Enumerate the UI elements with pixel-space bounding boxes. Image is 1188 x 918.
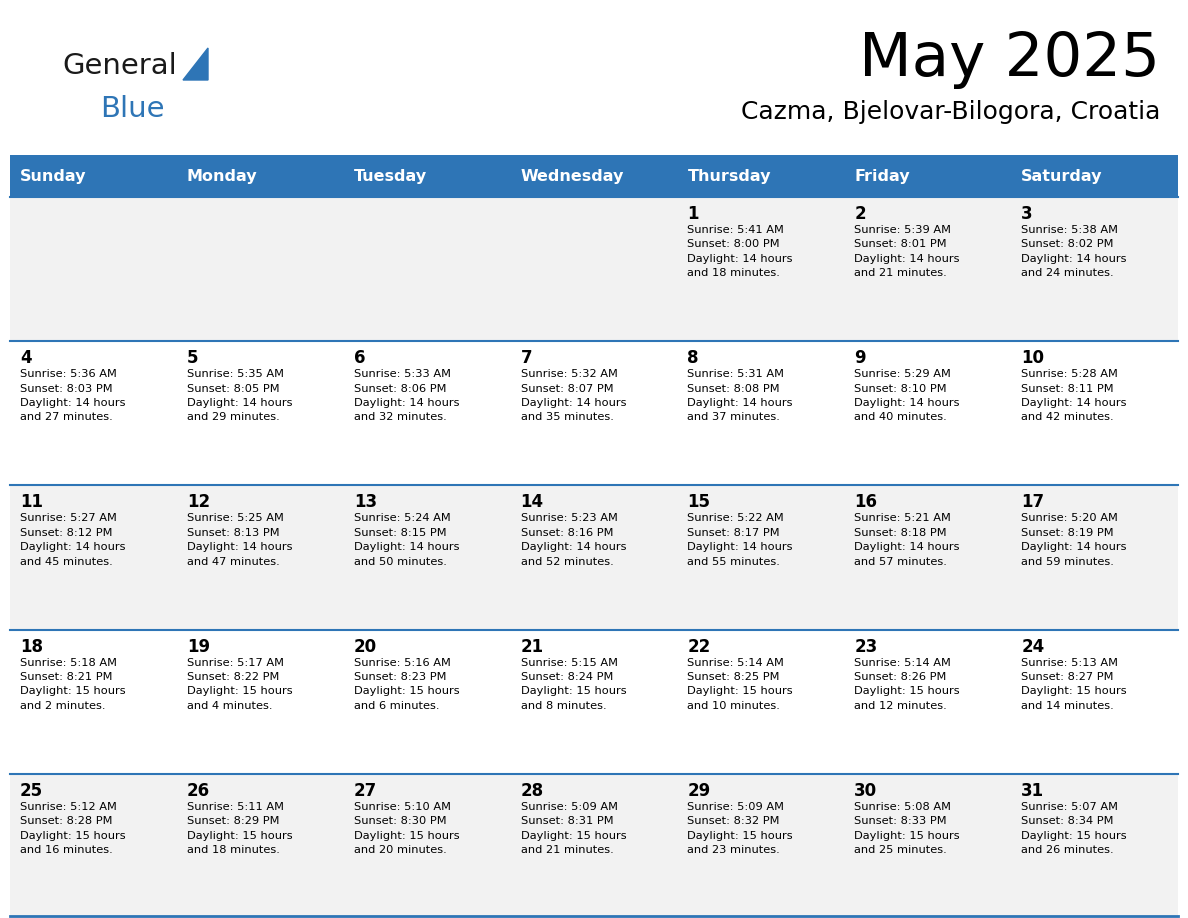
Text: Sunrise: 5:33 AM
Sunset: 8:06 PM
Daylight: 14 hours
and 32 minutes.: Sunrise: 5:33 AM Sunset: 8:06 PM Dayligh…: [354, 369, 460, 422]
Bar: [10, 341, 1178, 486]
Text: Sunrise: 5:07 AM
Sunset: 8:34 PM
Daylight: 15 hours
and 26 minutes.: Sunrise: 5:07 AM Sunset: 8:34 PM Dayligh…: [1022, 801, 1126, 855]
Text: Sunday: Sunday: [20, 169, 87, 184]
Text: Blue: Blue: [100, 95, 164, 123]
Text: Sunrise: 5:35 AM
Sunset: 8:05 PM
Daylight: 14 hours
and 29 minutes.: Sunrise: 5:35 AM Sunset: 8:05 PM Dayligh…: [187, 369, 292, 422]
Text: 31: 31: [1022, 782, 1044, 800]
Text: Thursday: Thursday: [688, 169, 771, 184]
Text: 20: 20: [354, 638, 377, 655]
Text: 21: 21: [520, 638, 544, 655]
Bar: [10, 630, 1178, 774]
Text: Sunrise: 5:27 AM
Sunset: 8:12 PM
Daylight: 14 hours
and 45 minutes.: Sunrise: 5:27 AM Sunset: 8:12 PM Dayligh…: [20, 513, 126, 566]
Text: Friday: Friday: [854, 169, 910, 184]
Text: Sunrise: 5:31 AM
Sunset: 8:08 PM
Daylight: 14 hours
and 37 minutes.: Sunrise: 5:31 AM Sunset: 8:08 PM Dayligh…: [688, 369, 792, 422]
Text: Saturday: Saturday: [1022, 169, 1102, 184]
Text: 26: 26: [187, 782, 210, 800]
Text: Sunrise: 5:11 AM
Sunset: 8:29 PM
Daylight: 15 hours
and 18 minutes.: Sunrise: 5:11 AM Sunset: 8:29 PM Dayligh…: [187, 801, 292, 855]
Text: Sunrise: 5:22 AM
Sunset: 8:17 PM
Daylight: 14 hours
and 55 minutes.: Sunrise: 5:22 AM Sunset: 8:17 PM Dayligh…: [688, 513, 792, 566]
Text: Sunrise: 5:25 AM
Sunset: 8:13 PM
Daylight: 14 hours
and 47 minutes.: Sunrise: 5:25 AM Sunset: 8:13 PM Dayligh…: [187, 513, 292, 566]
Text: 19: 19: [187, 638, 210, 655]
Bar: [10, 774, 1178, 918]
Text: Sunrise: 5:41 AM
Sunset: 8:00 PM
Daylight: 14 hours
and 18 minutes.: Sunrise: 5:41 AM Sunset: 8:00 PM Dayligh…: [688, 225, 792, 278]
Text: 8: 8: [688, 349, 699, 367]
Text: 14: 14: [520, 493, 544, 511]
Text: Wednesday: Wednesday: [520, 169, 624, 184]
Text: 3: 3: [1022, 205, 1032, 223]
Text: 10: 10: [1022, 349, 1044, 367]
Text: Tuesday: Tuesday: [354, 169, 426, 184]
Text: 17: 17: [1022, 493, 1044, 511]
Text: Sunrise: 5:21 AM
Sunset: 8:18 PM
Daylight: 14 hours
and 57 minutes.: Sunrise: 5:21 AM Sunset: 8:18 PM Dayligh…: [854, 513, 960, 566]
Text: Sunrise: 5:24 AM
Sunset: 8:15 PM
Daylight: 14 hours
and 50 minutes.: Sunrise: 5:24 AM Sunset: 8:15 PM Dayligh…: [354, 513, 460, 566]
Text: 2: 2: [854, 205, 866, 223]
Text: Sunrise: 5:10 AM
Sunset: 8:30 PM
Daylight: 15 hours
and 20 minutes.: Sunrise: 5:10 AM Sunset: 8:30 PM Dayligh…: [354, 801, 460, 855]
Text: 15: 15: [688, 493, 710, 511]
Text: Sunrise: 5:23 AM
Sunset: 8:16 PM
Daylight: 14 hours
and 52 minutes.: Sunrise: 5:23 AM Sunset: 8:16 PM Dayligh…: [520, 513, 626, 566]
Bar: [10, 197, 1178, 341]
Bar: [10, 155, 1178, 197]
Text: 11: 11: [20, 493, 43, 511]
Text: 22: 22: [688, 638, 710, 655]
Text: 12: 12: [187, 493, 210, 511]
Text: 25: 25: [20, 782, 43, 800]
Text: Monday: Monday: [187, 169, 258, 184]
Text: Sunrise: 5:38 AM
Sunset: 8:02 PM
Daylight: 14 hours
and 24 minutes.: Sunrise: 5:38 AM Sunset: 8:02 PM Dayligh…: [1022, 225, 1126, 278]
Text: Sunrise: 5:09 AM
Sunset: 8:32 PM
Daylight: 15 hours
and 23 minutes.: Sunrise: 5:09 AM Sunset: 8:32 PM Dayligh…: [688, 801, 794, 855]
Text: 23: 23: [854, 638, 878, 655]
Text: Sunrise: 5:36 AM
Sunset: 8:03 PM
Daylight: 14 hours
and 27 minutes.: Sunrise: 5:36 AM Sunset: 8:03 PM Dayligh…: [20, 369, 126, 422]
Text: Sunrise: 5:29 AM
Sunset: 8:10 PM
Daylight: 14 hours
and 40 minutes.: Sunrise: 5:29 AM Sunset: 8:10 PM Dayligh…: [854, 369, 960, 422]
Text: Cazma, Bjelovar-Bilogora, Croatia: Cazma, Bjelovar-Bilogora, Croatia: [740, 100, 1159, 124]
Text: 28: 28: [520, 782, 544, 800]
Text: Sunrise: 5:18 AM
Sunset: 8:21 PM
Daylight: 15 hours
and 2 minutes.: Sunrise: 5:18 AM Sunset: 8:21 PM Dayligh…: [20, 657, 126, 711]
Text: 16: 16: [854, 493, 877, 511]
Text: 5: 5: [187, 349, 198, 367]
Text: Sunrise: 5:16 AM
Sunset: 8:23 PM
Daylight: 15 hours
and 6 minutes.: Sunrise: 5:16 AM Sunset: 8:23 PM Dayligh…: [354, 657, 460, 711]
Text: Sunrise: 5:13 AM
Sunset: 8:27 PM
Daylight: 15 hours
and 14 minutes.: Sunrise: 5:13 AM Sunset: 8:27 PM Dayligh…: [1022, 657, 1126, 711]
Text: 30: 30: [854, 782, 878, 800]
Text: Sunrise: 5:32 AM
Sunset: 8:07 PM
Daylight: 14 hours
and 35 minutes.: Sunrise: 5:32 AM Sunset: 8:07 PM Dayligh…: [520, 369, 626, 422]
Text: 6: 6: [354, 349, 365, 367]
Text: Sunrise: 5:14 AM
Sunset: 8:26 PM
Daylight: 15 hours
and 12 minutes.: Sunrise: 5:14 AM Sunset: 8:26 PM Dayligh…: [854, 657, 960, 711]
Bar: [10, 486, 1178, 630]
Text: 9: 9: [854, 349, 866, 367]
Text: Sunrise: 5:17 AM
Sunset: 8:22 PM
Daylight: 15 hours
and 4 minutes.: Sunrise: 5:17 AM Sunset: 8:22 PM Dayligh…: [187, 657, 292, 711]
Text: 29: 29: [688, 782, 710, 800]
Text: 24: 24: [1022, 638, 1044, 655]
Text: Sunrise: 5:15 AM
Sunset: 8:24 PM
Daylight: 15 hours
and 8 minutes.: Sunrise: 5:15 AM Sunset: 8:24 PM Dayligh…: [520, 657, 626, 711]
Text: Sunrise: 5:12 AM
Sunset: 8:28 PM
Daylight: 15 hours
and 16 minutes.: Sunrise: 5:12 AM Sunset: 8:28 PM Dayligh…: [20, 801, 126, 855]
Text: May 2025: May 2025: [859, 30, 1159, 89]
Polygon shape: [183, 48, 208, 80]
Text: Sunrise: 5:14 AM
Sunset: 8:25 PM
Daylight: 15 hours
and 10 minutes.: Sunrise: 5:14 AM Sunset: 8:25 PM Dayligh…: [688, 657, 794, 711]
Text: Sunrise: 5:28 AM
Sunset: 8:11 PM
Daylight: 14 hours
and 42 minutes.: Sunrise: 5:28 AM Sunset: 8:11 PM Dayligh…: [1022, 369, 1126, 422]
Text: 18: 18: [20, 638, 43, 655]
Text: 13: 13: [354, 493, 377, 511]
Text: 7: 7: [520, 349, 532, 367]
Text: 4: 4: [20, 349, 32, 367]
Text: 1: 1: [688, 205, 699, 223]
Text: Sunrise: 5:20 AM
Sunset: 8:19 PM
Daylight: 14 hours
and 59 minutes.: Sunrise: 5:20 AM Sunset: 8:19 PM Dayligh…: [1022, 513, 1126, 566]
Text: 27: 27: [354, 782, 377, 800]
Text: Sunrise: 5:08 AM
Sunset: 8:33 PM
Daylight: 15 hours
and 25 minutes.: Sunrise: 5:08 AM Sunset: 8:33 PM Dayligh…: [854, 801, 960, 855]
Text: Sunrise: 5:39 AM
Sunset: 8:01 PM
Daylight: 14 hours
and 21 minutes.: Sunrise: 5:39 AM Sunset: 8:01 PM Dayligh…: [854, 225, 960, 278]
Text: Sunrise: 5:09 AM
Sunset: 8:31 PM
Daylight: 15 hours
and 21 minutes.: Sunrise: 5:09 AM Sunset: 8:31 PM Dayligh…: [520, 801, 626, 855]
Text: General: General: [62, 52, 177, 80]
